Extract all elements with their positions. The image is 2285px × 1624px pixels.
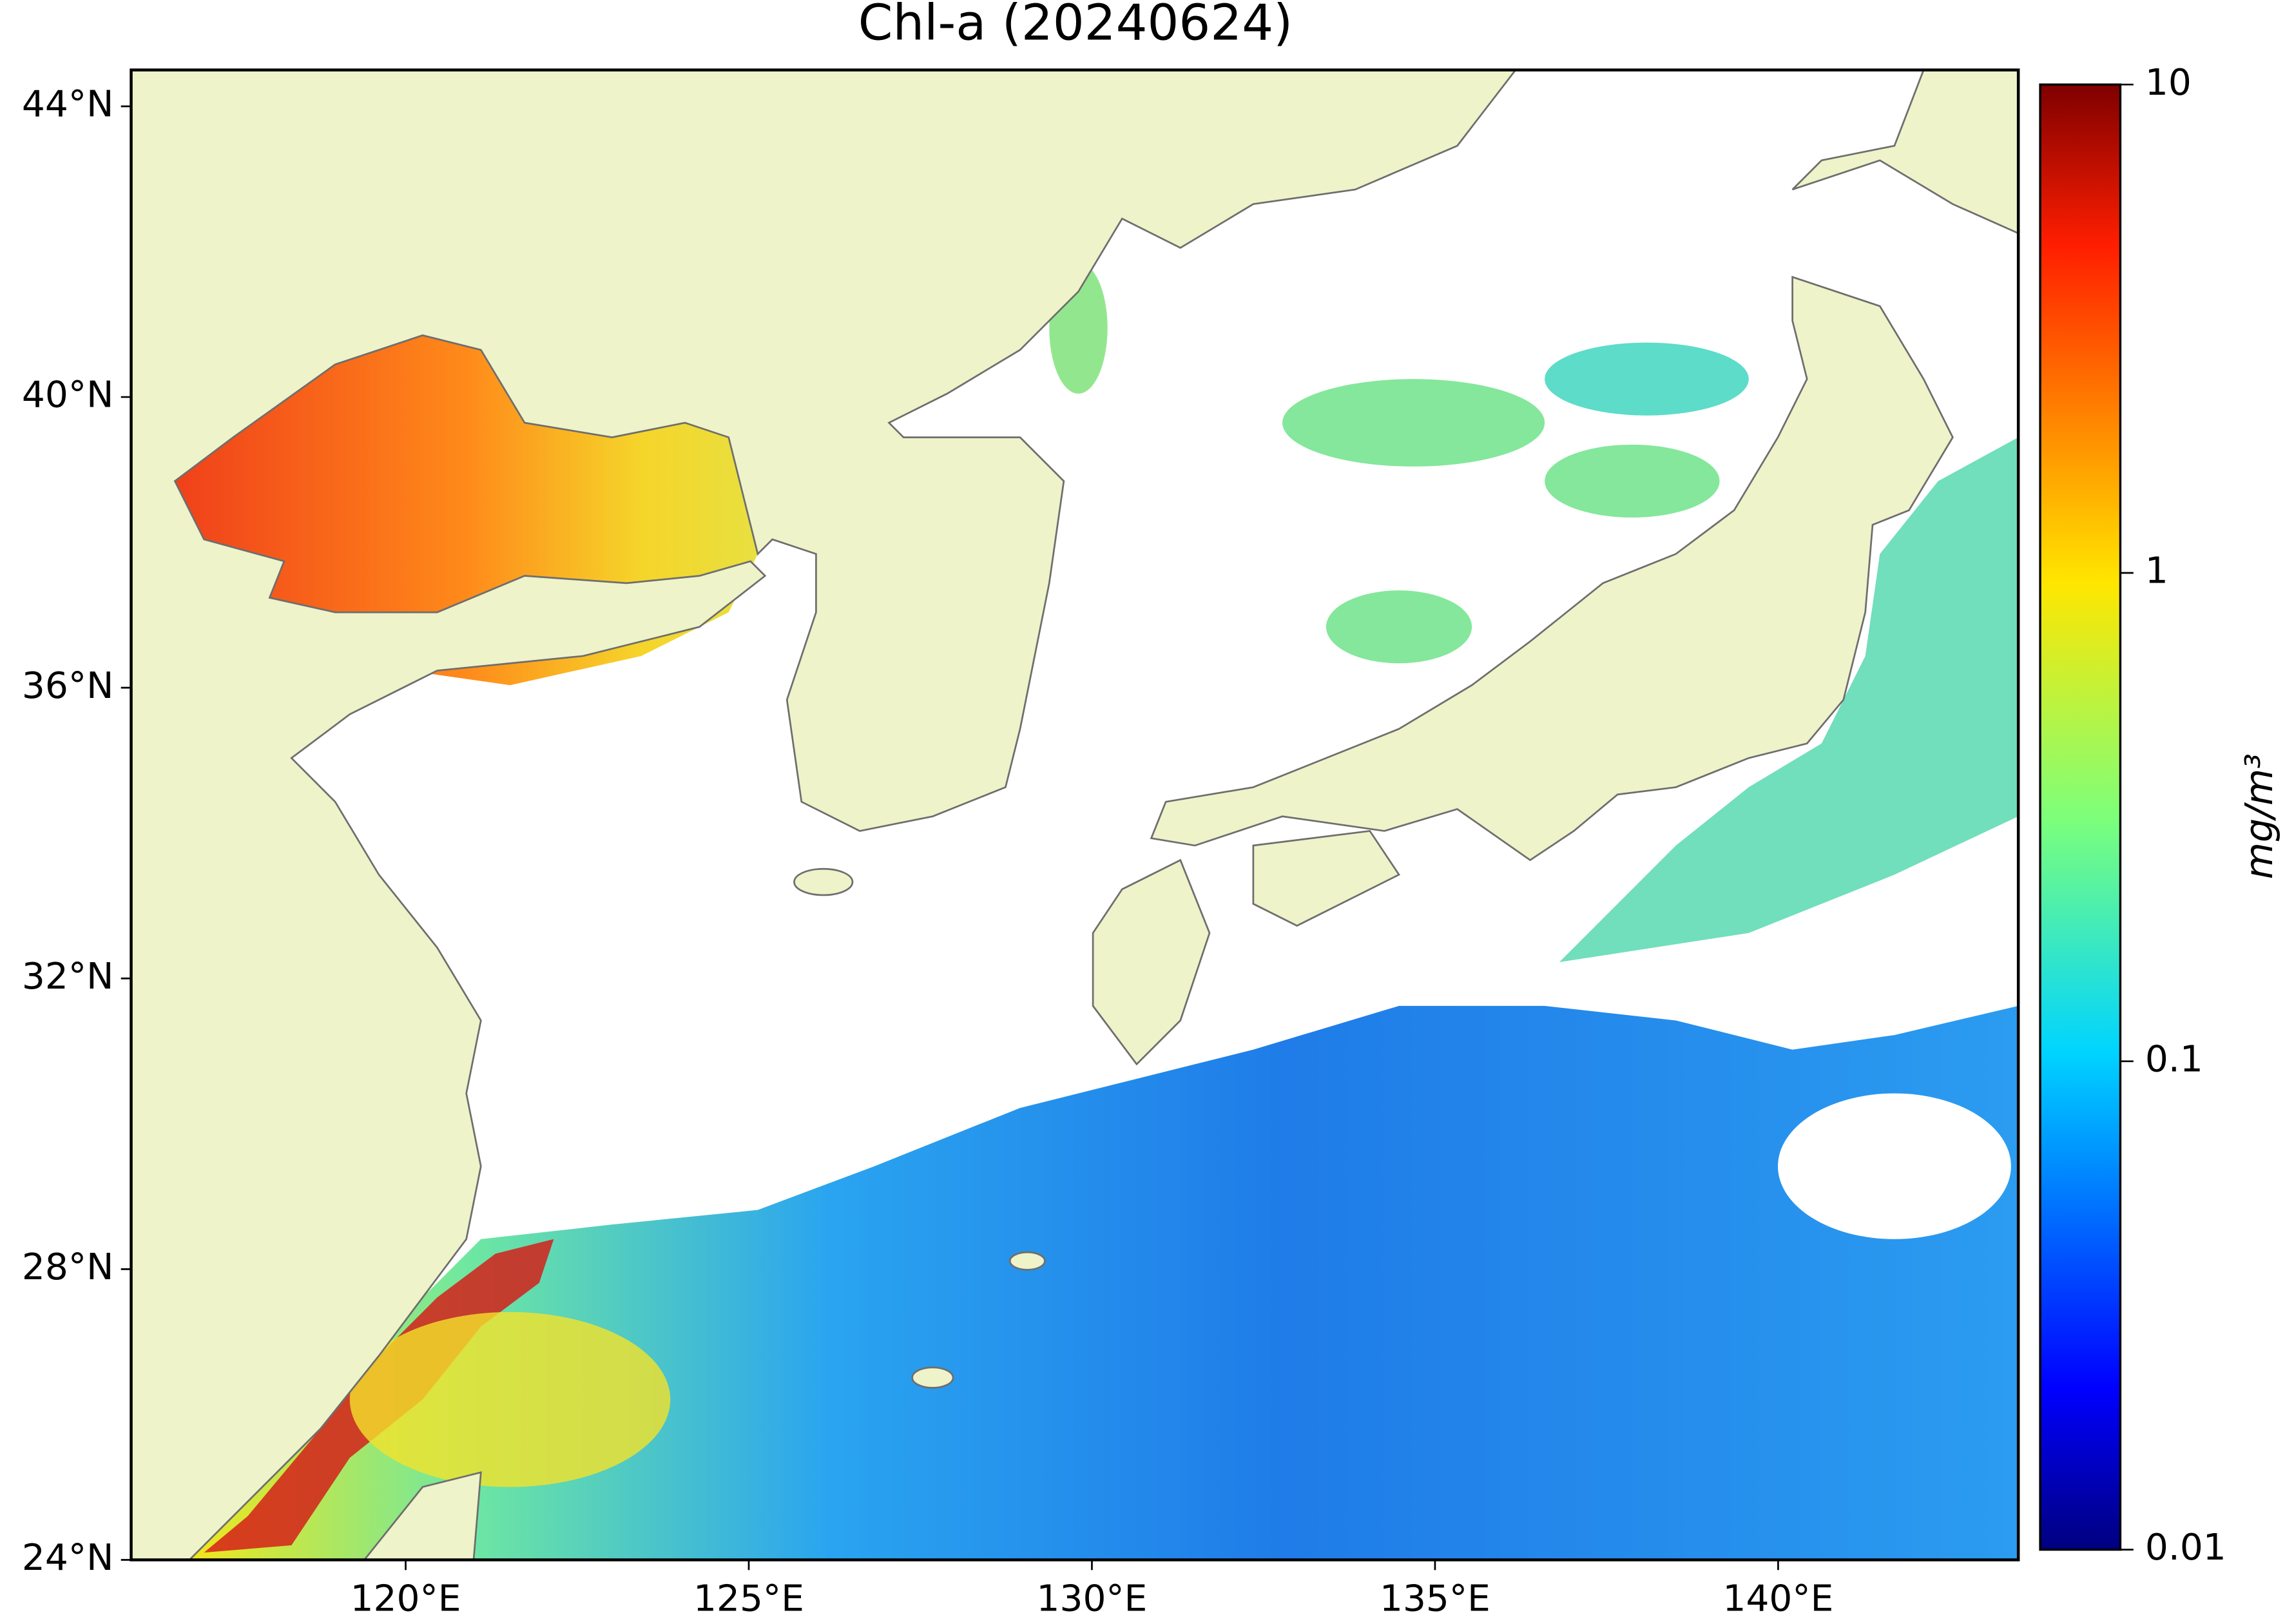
colorbar [2039, 83, 2122, 1551]
land-shikoku [1252, 829, 1401, 927]
y-tick-label: 44°N [22, 84, 113, 126]
x-tick-label: 140°E [1722, 1578, 1833, 1619]
x-tick-label: 120°E [351, 1578, 461, 1619]
chl-patch [1326, 590, 1472, 664]
chl-pacific [1559, 437, 2019, 962]
y-tick-label: 32°N [22, 956, 113, 998]
y-tick-label: 28°N [22, 1246, 113, 1288]
land-hokkaido [1791, 70, 2019, 235]
y-tick-label: 36°N [22, 665, 113, 707]
land-amami [1008, 1251, 1046, 1271]
x-tick-label: 125°E [693, 1578, 804, 1619]
land-kyushu [1092, 858, 1211, 1066]
chl-shelf [349, 1311, 671, 1487]
x-tick-label: 130°E [1037, 1578, 1148, 1619]
land-taiwan [363, 1471, 482, 1560]
cloud [1778, 1093, 2011, 1239]
map-frame [130, 68, 2020, 1561]
land-jeju [793, 867, 854, 896]
colorbar-tick-label: 0.1 [2145, 1038, 2203, 1080]
map [131, 70, 2019, 1560]
chart-title: Chl-a (20240624) [858, 0, 1293, 52]
y-tick-label: 24°N [22, 1537, 113, 1579]
colorbar-tick-label: 0.01 [2145, 1527, 2226, 1569]
colorbar-tick-label: 10 [2145, 62, 2192, 104]
land-okinawa [911, 1366, 954, 1389]
chl-patch [1545, 342, 1749, 416]
colorbar-label: mg/m³ [2237, 753, 2281, 879]
land-mainland [131, 70, 1517, 1560]
x-tick-label: 135°E [1380, 1578, 1490, 1619]
chl-patch [1282, 379, 1545, 467]
land-honshu [1150, 275, 1954, 862]
colorbar-tick-label: 1 [2145, 550, 2168, 592]
y-tick-label: 40°N [22, 374, 113, 416]
chl-patch [1545, 444, 1720, 518]
